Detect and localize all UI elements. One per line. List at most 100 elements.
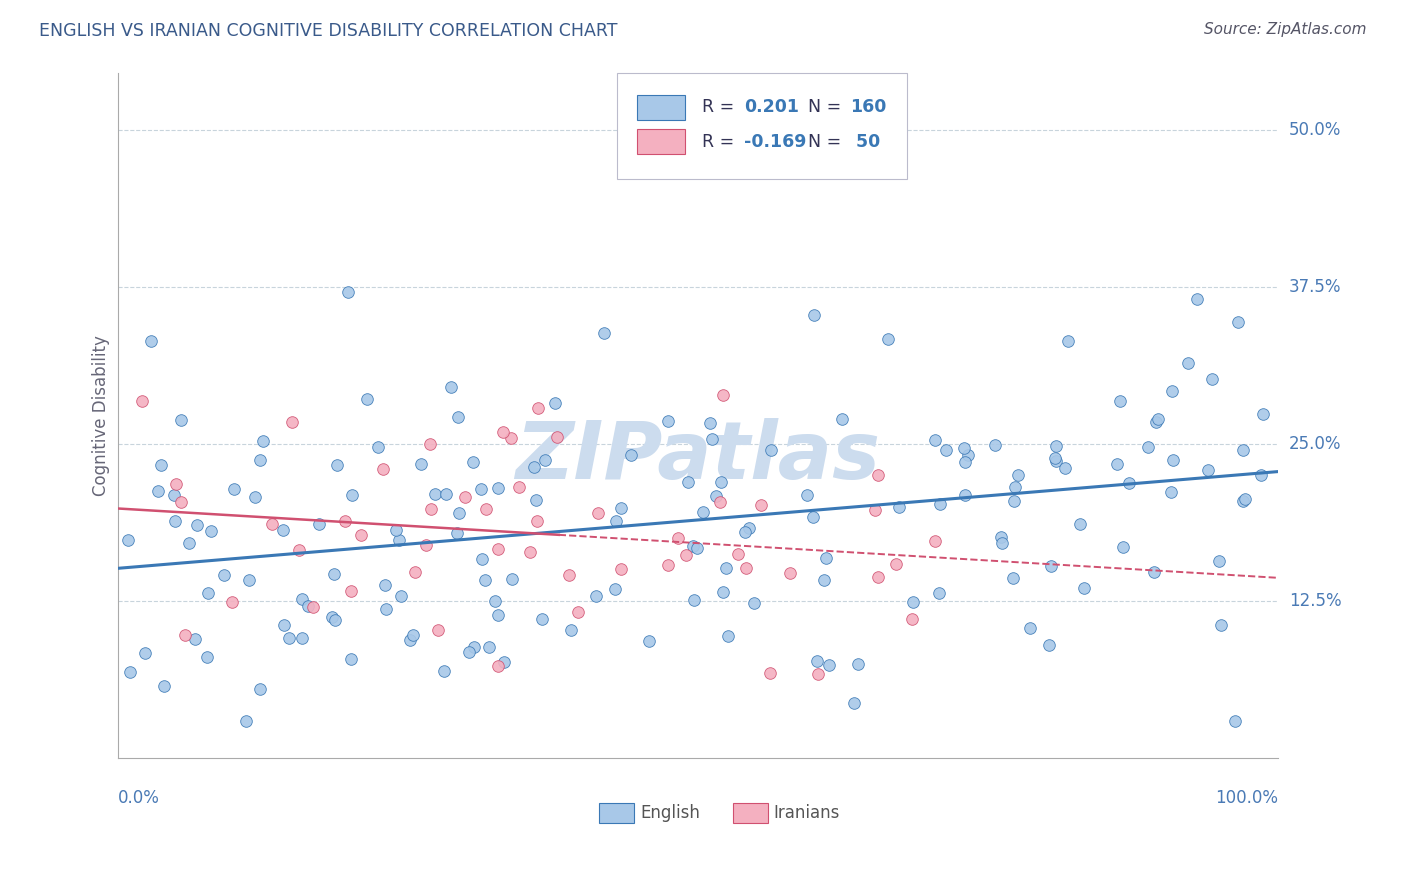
- Point: [924, 433, 946, 447]
- Text: 0.0%: 0.0%: [118, 789, 160, 806]
- Point: [1144, 416, 1167, 430]
- Point: [322, 567, 344, 582]
- Point: [478, 640, 501, 654]
- Text: R =: R =: [702, 98, 734, 116]
- Text: 100.0%: 100.0%: [1215, 789, 1278, 806]
- Point: [184, 632, 207, 646]
- Point: [815, 550, 838, 565]
- Point: [619, 448, 641, 462]
- Point: [221, 595, 243, 609]
- Point: [260, 517, 283, 532]
- Point: [340, 651, 363, 665]
- Point: [1040, 558, 1063, 573]
- Point: [492, 425, 515, 439]
- Point: [717, 629, 740, 643]
- Point: [742, 596, 765, 610]
- Point: [560, 624, 582, 638]
- Point: [806, 654, 828, 668]
- Point: [1227, 315, 1250, 329]
- Point: [1002, 494, 1025, 508]
- Point: [702, 432, 724, 446]
- FancyBboxPatch shape: [599, 803, 634, 823]
- Point: [952, 442, 974, 456]
- Point: [249, 453, 271, 467]
- Point: [474, 573, 496, 587]
- Point: [409, 457, 432, 471]
- Point: [415, 538, 437, 552]
- Point: [558, 568, 581, 582]
- Point: [524, 493, 547, 508]
- Point: [235, 714, 257, 728]
- Point: [475, 502, 498, 516]
- Point: [710, 475, 733, 489]
- Point: [425, 487, 447, 501]
- Point: [252, 434, 274, 449]
- Point: [523, 460, 546, 475]
- Point: [1223, 714, 1246, 728]
- Point: [291, 591, 314, 606]
- FancyBboxPatch shape: [733, 803, 768, 823]
- Point: [1038, 638, 1060, 652]
- FancyBboxPatch shape: [637, 129, 685, 153]
- Point: [585, 589, 607, 603]
- Point: [463, 640, 485, 654]
- Point: [1045, 450, 1067, 465]
- Point: [1002, 571, 1025, 585]
- Point: [711, 388, 734, 402]
- Point: [876, 332, 898, 346]
- Text: N =: N =: [808, 133, 841, 151]
- Point: [134, 646, 156, 660]
- Text: 0.201: 0.201: [744, 98, 800, 116]
- Point: [449, 507, 471, 521]
- Point: [471, 552, 494, 566]
- Text: N =: N =: [808, 98, 841, 116]
- Text: 12.5%: 12.5%: [1289, 592, 1341, 610]
- Text: 37.5%: 37.5%: [1289, 277, 1341, 296]
- Point: [704, 489, 727, 503]
- Point: [846, 657, 869, 672]
- Point: [212, 568, 235, 582]
- Point: [779, 566, 801, 580]
- Point: [1234, 492, 1257, 507]
- Point: [463, 454, 485, 468]
- Point: [813, 573, 835, 587]
- Point: [887, 500, 910, 514]
- Point: [1251, 407, 1274, 421]
- Point: [955, 455, 977, 469]
- Point: [884, 557, 907, 571]
- Point: [865, 503, 887, 517]
- Point: [170, 495, 193, 509]
- Point: [990, 530, 1012, 544]
- Point: [1112, 540, 1135, 554]
- Point: [440, 380, 463, 394]
- Point: [1045, 439, 1067, 453]
- Point: [519, 545, 541, 559]
- Point: [901, 595, 924, 609]
- Point: [759, 443, 782, 458]
- Point: [842, 696, 865, 710]
- Point: [321, 610, 343, 624]
- Point: [727, 547, 749, 561]
- Point: [454, 490, 477, 504]
- Point: [831, 412, 853, 426]
- Point: [734, 525, 756, 540]
- Point: [1073, 581, 1095, 595]
- Point: [486, 481, 509, 495]
- FancyBboxPatch shape: [637, 95, 685, 120]
- Text: English: English: [640, 804, 700, 822]
- Point: [593, 326, 616, 341]
- Point: [434, 487, 457, 501]
- Point: [273, 618, 295, 632]
- Point: [458, 645, 481, 659]
- Point: [714, 560, 737, 574]
- Point: [928, 585, 950, 599]
- Text: 25.0%: 25.0%: [1289, 435, 1341, 453]
- Point: [692, 505, 714, 519]
- Point: [249, 681, 271, 696]
- Point: [486, 607, 509, 622]
- Point: [796, 488, 818, 502]
- Text: R =: R =: [702, 133, 734, 151]
- Point: [374, 578, 396, 592]
- Point: [387, 533, 409, 547]
- Point: [402, 628, 425, 642]
